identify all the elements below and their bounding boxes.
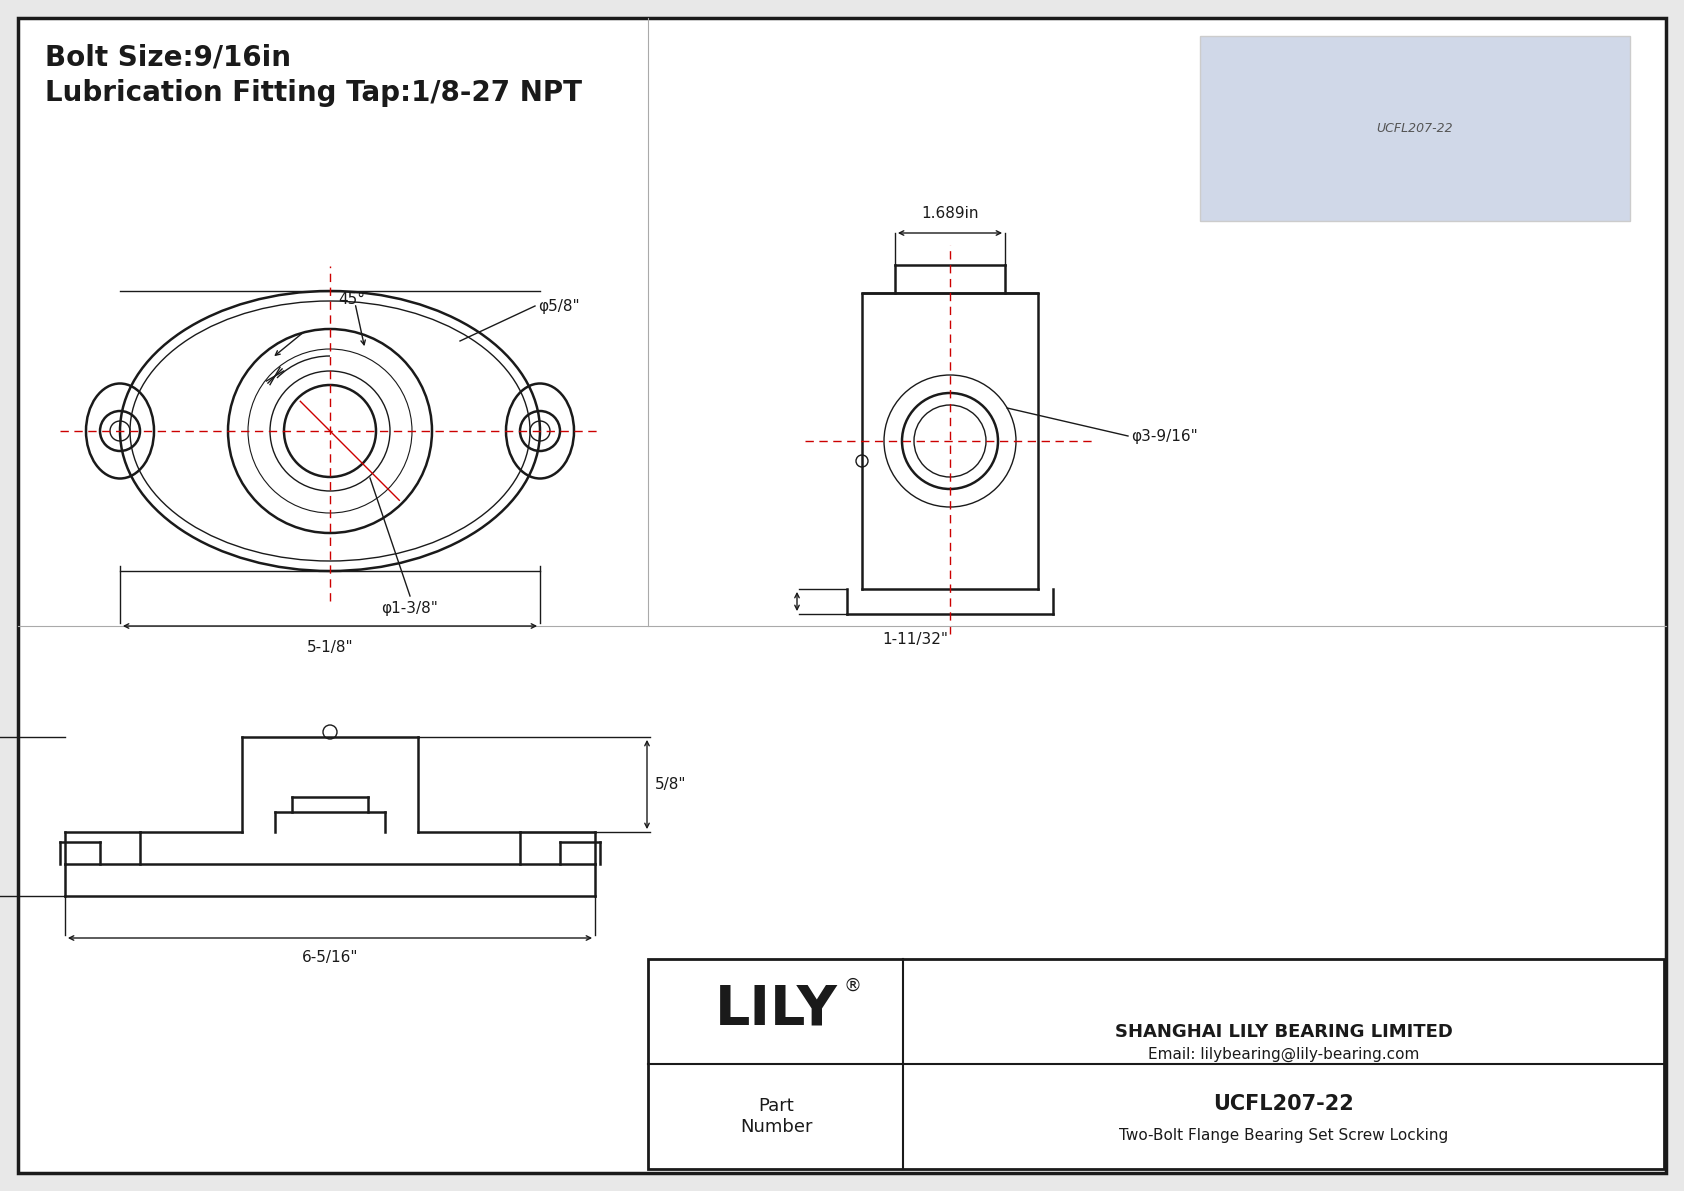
Text: 45°: 45° (338, 292, 365, 306)
Text: φ3-9/16": φ3-9/16" (1132, 429, 1197, 443)
Text: UCFL207-22: UCFL207-22 (1378, 121, 1453, 135)
Text: 1-11/32": 1-11/32" (882, 632, 948, 647)
Text: ®: ® (844, 977, 861, 994)
Text: 5/8": 5/8" (655, 777, 687, 792)
Text: Two-Bolt Flange Bearing Set Screw Locking: Two-Bolt Flange Bearing Set Screw Lockin… (1118, 1128, 1448, 1143)
Text: 5-1/8": 5-1/8" (306, 640, 354, 655)
Text: LILY: LILY (714, 983, 837, 1036)
Text: φ5/8": φ5/8" (537, 299, 579, 313)
Text: Part
Number: Part Number (739, 1097, 812, 1136)
Text: 6-5/16": 6-5/16" (301, 950, 359, 965)
Text: Email: lilybearing@lily-bearing.com: Email: lilybearing@lily-bearing.com (1148, 1047, 1420, 1061)
Text: Lubrication Fitting Tap:1/8-27 NPT: Lubrication Fitting Tap:1/8-27 NPT (45, 79, 583, 107)
Text: 1.689in: 1.689in (921, 206, 978, 222)
Bar (1201, 36, 1630, 222)
Bar (648, 959, 1664, 1170)
Text: SHANGHAI LILY BEARING LIMITED: SHANGHAI LILY BEARING LIMITED (1115, 1023, 1452, 1041)
Text: Bolt Size:9/16in: Bolt Size:9/16in (45, 43, 291, 71)
Text: φ1-3/8": φ1-3/8" (382, 601, 438, 616)
Text: UCFL207-22: UCFL207-22 (1212, 1093, 1354, 1114)
